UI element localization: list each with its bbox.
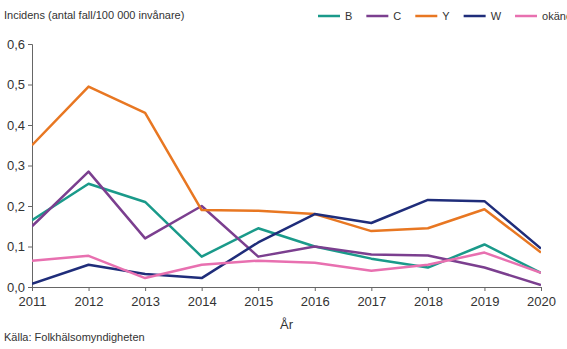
x-axis-line xyxy=(33,288,542,292)
x-tick: 2018 xyxy=(414,287,443,309)
y-tick-mark xyxy=(28,206,32,207)
y-tick-label: 0,4 xyxy=(7,118,25,133)
y-tick-label: 0,5 xyxy=(7,77,25,92)
x-tick-mark xyxy=(258,287,259,291)
legend-label: C xyxy=(393,10,401,22)
x-tick: 2012 xyxy=(75,287,104,309)
y-tick-mark xyxy=(28,85,32,86)
x-tick: 2014 xyxy=(188,287,217,309)
x-tick-label: 2016 xyxy=(301,294,330,309)
legend-item: C xyxy=(366,10,401,22)
legend-swatch xyxy=(366,15,388,18)
legend-item: okänd/annan xyxy=(515,10,567,22)
x-tick: 2016 xyxy=(301,287,330,309)
y-tick-mark xyxy=(28,125,32,126)
series-line xyxy=(32,253,541,279)
y-tick: 0,3 xyxy=(7,158,32,173)
x-tick-label: 2018 xyxy=(414,294,443,309)
y-axis-line xyxy=(28,45,33,288)
x-tick-label: 2011 xyxy=(19,294,47,309)
series-line xyxy=(32,200,541,284)
legend-item: Y xyxy=(415,10,450,22)
y-tick: 0,5 xyxy=(7,77,32,92)
y-tick: 0,6 xyxy=(7,37,32,52)
x-tick: 2015 xyxy=(244,287,273,309)
x-tick-mark xyxy=(428,287,429,291)
x-tick: 2017 xyxy=(357,287,386,309)
source: Källa: Folkhälsomyndigheten xyxy=(4,331,145,343)
y-tick-mark xyxy=(28,287,32,288)
legend-swatch xyxy=(464,15,486,18)
x-tick: 2011 xyxy=(19,287,47,309)
series-line xyxy=(32,172,541,285)
y-tick: 0,1 xyxy=(7,239,32,254)
legend-swatch xyxy=(515,15,537,18)
x-tick: 2013 xyxy=(131,287,160,309)
x-tick-label: 2017 xyxy=(357,294,386,309)
legend-label: B xyxy=(345,10,352,22)
legend: B C Y Wokänd/annan xyxy=(318,10,567,22)
x-tick-mark xyxy=(315,287,316,291)
x-tick-mark xyxy=(484,287,485,291)
y-tick: 0,2 xyxy=(7,199,32,214)
y-axis: 0,0 0,1 0,2 0,3 0,4 0,5 0,6 xyxy=(7,37,33,295)
x-axis: 2011 2012 2013 2014 2015 2016 2017 2018 2019 2020 xyxy=(19,287,556,309)
x-tick: 2019 xyxy=(470,287,499,309)
legend-label: Y xyxy=(442,10,450,22)
y-tick-label: 0,1 xyxy=(7,239,25,254)
lines xyxy=(32,87,541,285)
y-tick-mark xyxy=(28,247,32,248)
x-tick-mark xyxy=(541,287,542,291)
y-tick-mark xyxy=(28,166,32,167)
y-tick-label: 0,0 xyxy=(7,280,25,295)
y-tick: 0,0 xyxy=(7,280,32,295)
legend-swatch xyxy=(318,15,340,18)
legend-label: W xyxy=(491,10,502,22)
x-tick-label: 2012 xyxy=(75,294,104,309)
x-tick-mark xyxy=(371,287,372,291)
y-tick-label: 0,3 xyxy=(7,158,25,173)
y-tick-label: 0,6 xyxy=(7,37,25,52)
y-tick-mark xyxy=(28,44,32,45)
chart: 0,00,10,20,30,40,50,62011201220132014201… xyxy=(0,0,567,349)
x-tick-mark xyxy=(89,287,90,291)
x-tick-label: 2013 xyxy=(131,294,160,309)
legend-item: W xyxy=(464,10,502,22)
x-tick-label: 2015 xyxy=(244,294,273,309)
x-axis-title: År xyxy=(280,317,294,332)
y-axis-title: Incidens (antal fall/100 000 invånare) xyxy=(4,9,184,21)
x-tick-mark xyxy=(202,287,203,291)
x-tick: 2020 xyxy=(527,287,556,309)
x-tick-label: 2014 xyxy=(188,294,217,309)
legend-label: okänd/annan xyxy=(542,10,567,22)
legend-swatch xyxy=(415,15,437,18)
x-tick-label: 2020 xyxy=(527,294,556,309)
legend-item: B xyxy=(318,10,352,22)
x-tick-mark xyxy=(32,287,33,291)
y-tick: 0,4 xyxy=(7,118,32,133)
y-tick-label: 0,2 xyxy=(7,199,25,214)
x-tick-mark xyxy=(145,287,146,291)
x-tick-label: 2019 xyxy=(470,294,499,309)
